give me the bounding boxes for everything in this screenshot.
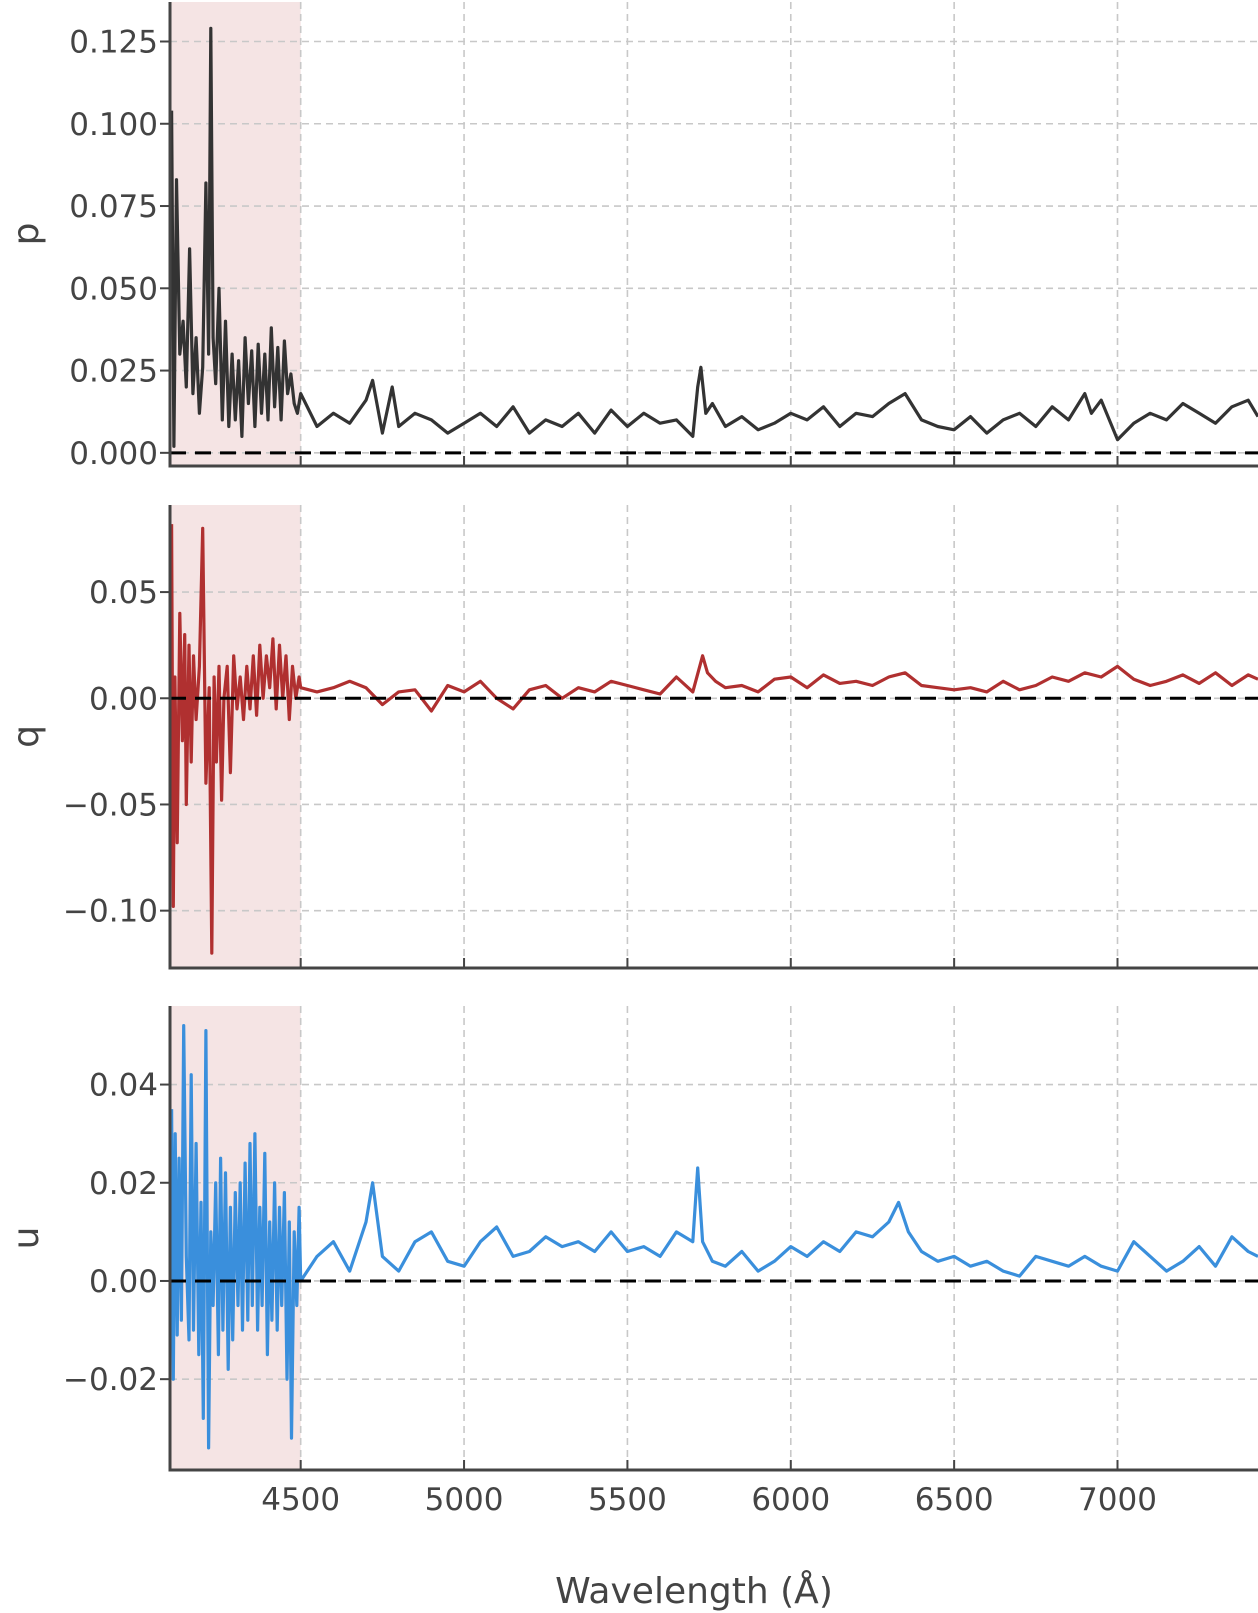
x-tick-label: 6000 [751,1482,830,1518]
y-tick-label: 0.000 [69,436,158,472]
y-axis-title: p [6,223,47,246]
x-tick-label: 7000 [1078,1482,1157,1518]
y-tick-label: −0.05 [63,787,158,823]
x-axis-title: Wavelength (Å) [555,1569,833,1612]
x-tick-label: 4500 [261,1482,340,1518]
y-tick-label: 0.125 [69,24,158,60]
y-tick-label: 0.050 [69,271,158,307]
x-tick-label: 6500 [915,1482,994,1518]
q-series-line [170,524,1258,955]
axis-spine [168,1006,1258,1472]
y-tick-label: 0.075 [69,189,158,225]
u-panel: 4500 5000 5500 6000 6500 7000 −0.02 0.00 0.02 0.0… [6,1006,1258,1518]
u-series-line [170,1023,1258,1450]
x-tick-label: 5000 [425,1482,504,1518]
y-axis-title: q [6,725,47,748]
y-tick-label: 0.05 [89,575,158,611]
y-tick-label: −0.02 [63,1362,158,1398]
y-tick-label: 0.025 [69,354,158,390]
p-series-line [170,26,1258,448]
p-panel: 0.000 0.025 0.050 0.075 0.100 0.125 p [6,2,1258,472]
y-tick-label: 0.04 [89,1068,158,1104]
y-tick-label: 0.00 [89,1264,158,1300]
y-tick-label: 0.100 [69,107,158,143]
y-tick-label: 0.00 [89,681,158,717]
x-tick-label: 5500 [588,1482,667,1518]
q-panel: −0.10 −0.05 0.00 0.05 q [6,505,1258,970]
axis-spine [168,505,1258,970]
axis-spine [168,2,1258,468]
y-tick-label: 0.02 [89,1166,158,1202]
y-axis-title: u [6,1227,47,1250]
y-tick-label: −0.10 [63,894,158,930]
